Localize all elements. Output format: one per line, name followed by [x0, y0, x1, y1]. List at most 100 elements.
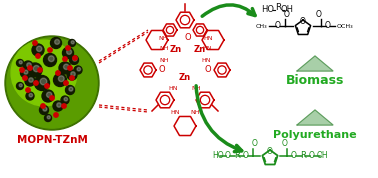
Polygon shape	[193, 24, 207, 36]
Circle shape	[45, 114, 51, 122]
Circle shape	[19, 61, 22, 64]
Text: Zn: Zn	[179, 74, 191, 82]
Circle shape	[69, 87, 73, 91]
Text: OCH₃: OCH₃	[337, 23, 354, 28]
Text: O: O	[185, 33, 191, 43]
Text: NH: NH	[159, 46, 169, 51]
Text: O: O	[159, 66, 165, 75]
Polygon shape	[196, 92, 214, 108]
Circle shape	[66, 46, 70, 50]
Circle shape	[7, 38, 97, 128]
Polygon shape	[202, 30, 224, 49]
Text: Polyurethane: Polyurethane	[273, 130, 357, 140]
Text: MOPN-TZnM: MOPN-TZnM	[17, 135, 87, 145]
Circle shape	[40, 78, 47, 85]
Text: HN: HN	[168, 85, 178, 90]
Text: O: O	[291, 151, 297, 161]
Circle shape	[20, 69, 29, 77]
Circle shape	[39, 106, 48, 114]
Text: OH: OH	[280, 6, 293, 14]
Text: R: R	[275, 2, 281, 12]
Text: O: O	[316, 10, 322, 19]
Polygon shape	[295, 20, 311, 35]
Circle shape	[70, 76, 74, 80]
Text: O: O	[282, 139, 288, 148]
Text: Zn: Zn	[194, 46, 206, 54]
Circle shape	[5, 36, 99, 130]
Circle shape	[26, 92, 34, 100]
Text: NH: NH	[191, 85, 201, 90]
Circle shape	[73, 56, 77, 60]
Text: O: O	[267, 148, 273, 156]
Text: O: O	[300, 17, 306, 27]
Circle shape	[11, 40, 77, 106]
Circle shape	[17, 82, 23, 90]
Circle shape	[34, 75, 50, 90]
Circle shape	[20, 68, 24, 72]
Circle shape	[64, 97, 68, 101]
Circle shape	[64, 64, 69, 69]
Circle shape	[56, 71, 60, 75]
Circle shape	[42, 90, 54, 102]
Circle shape	[33, 41, 37, 45]
Text: R: R	[300, 151, 306, 161]
Text: NH: NH	[159, 57, 169, 62]
Circle shape	[29, 93, 33, 97]
Text: O: O	[325, 22, 331, 30]
Circle shape	[28, 66, 32, 70]
Text: O: O	[243, 151, 249, 161]
Polygon shape	[156, 92, 174, 108]
Text: O: O	[275, 22, 281, 30]
Circle shape	[41, 104, 45, 108]
Circle shape	[23, 76, 27, 80]
Circle shape	[77, 67, 81, 71]
Circle shape	[51, 38, 62, 48]
Circle shape	[29, 78, 33, 82]
Circle shape	[63, 57, 67, 61]
Circle shape	[43, 107, 47, 111]
Circle shape	[65, 85, 74, 95]
Circle shape	[53, 101, 63, 111]
Circle shape	[46, 92, 52, 98]
Text: NH: NH	[158, 35, 168, 41]
Circle shape	[62, 104, 66, 108]
Circle shape	[38, 68, 42, 72]
Circle shape	[57, 103, 61, 107]
Polygon shape	[163, 24, 177, 36]
Circle shape	[37, 46, 42, 51]
Circle shape	[33, 66, 40, 72]
Circle shape	[27, 63, 31, 67]
Text: HN: HN	[202, 46, 212, 51]
Circle shape	[70, 56, 79, 64]
Circle shape	[32, 44, 44, 56]
Circle shape	[24, 70, 28, 74]
Text: CH₃: CH₃	[256, 23, 267, 28]
Circle shape	[45, 84, 49, 88]
Circle shape	[25, 76, 35, 86]
Circle shape	[26, 88, 30, 92]
Polygon shape	[146, 30, 168, 49]
Polygon shape	[214, 63, 230, 77]
Text: HO: HO	[212, 151, 224, 161]
Circle shape	[54, 74, 67, 87]
Text: HN: HN	[170, 111, 180, 116]
Circle shape	[48, 48, 52, 52]
Circle shape	[67, 70, 77, 80]
Circle shape	[62, 48, 73, 59]
Circle shape	[71, 72, 75, 76]
Circle shape	[50, 96, 54, 100]
Circle shape	[71, 41, 74, 44]
Polygon shape	[176, 12, 194, 28]
Circle shape	[43, 54, 56, 67]
Circle shape	[59, 62, 71, 74]
Text: HN: HN	[201, 57, 211, 62]
Polygon shape	[262, 150, 277, 164]
Text: NH: NH	[190, 111, 200, 116]
Text: O: O	[284, 10, 290, 19]
Text: O: O	[252, 139, 258, 148]
Circle shape	[28, 63, 42, 77]
Circle shape	[19, 84, 22, 87]
Circle shape	[73, 57, 77, 61]
Polygon shape	[297, 56, 333, 71]
Text: Zn: Zn	[170, 46, 182, 54]
